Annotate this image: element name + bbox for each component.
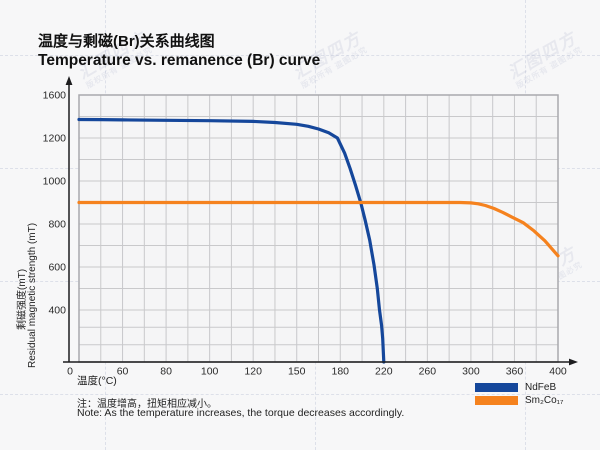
legend-item-ndfeb: NdFeB	[475, 381, 563, 394]
svg-text:60: 60	[117, 366, 129, 378]
page-title: 温度与剩磁(Br)关系曲线图	[38, 33, 215, 50]
svg-text:180: 180	[332, 366, 350, 378]
svg-text:400: 400	[48, 305, 66, 317]
svg-text:0: 0	[67, 366, 73, 378]
sm2co17-legend-swatch	[475, 396, 518, 405]
svg-text:360: 360	[506, 366, 524, 378]
svg-text:300: 300	[462, 366, 480, 378]
note-line-en: Note: As the temperature increases, the …	[77, 407, 405, 419]
svg-text:600: 600	[48, 262, 66, 274]
page-subtitle: Temperature vs. remanence (Br) curve	[38, 52, 321, 69]
svg-text:120: 120	[244, 366, 262, 378]
sm2co17-legend-label: Sm₂Co₁₇	[525, 395, 564, 406]
chart-legend: NdFeB Sm₂Co₁₇	[475, 381, 563, 407]
y-axis-label-zh: 剩磁强度(mT)	[17, 268, 28, 330]
svg-text:400: 400	[549, 366, 567, 378]
svg-text:100: 100	[201, 366, 219, 378]
note-line-zh: 注：温度增高，扭矩相应减小。	[77, 399, 217, 410]
svg-text:1000: 1000	[43, 176, 67, 188]
legend-item-sm2co17: Sm₂Co₁₇	[475, 394, 563, 407]
x-axis-label: 温度(°C)	[77, 375, 117, 387]
svg-text:80: 80	[160, 366, 172, 378]
svg-text:800: 800	[48, 219, 66, 231]
ndfeb-legend-label: NdFeB	[525, 382, 557, 393]
svg-text:1200: 1200	[43, 133, 67, 145]
ndfeb-legend-swatch	[475, 383, 518, 392]
svg-text:220: 220	[375, 366, 393, 378]
y-axis-label-en: Residual magnetic strength (mT)	[27, 222, 38, 368]
svg-text:150: 150	[288, 366, 306, 378]
svg-text:260: 260	[419, 366, 437, 378]
svg-text:1600: 1600	[43, 90, 67, 102]
